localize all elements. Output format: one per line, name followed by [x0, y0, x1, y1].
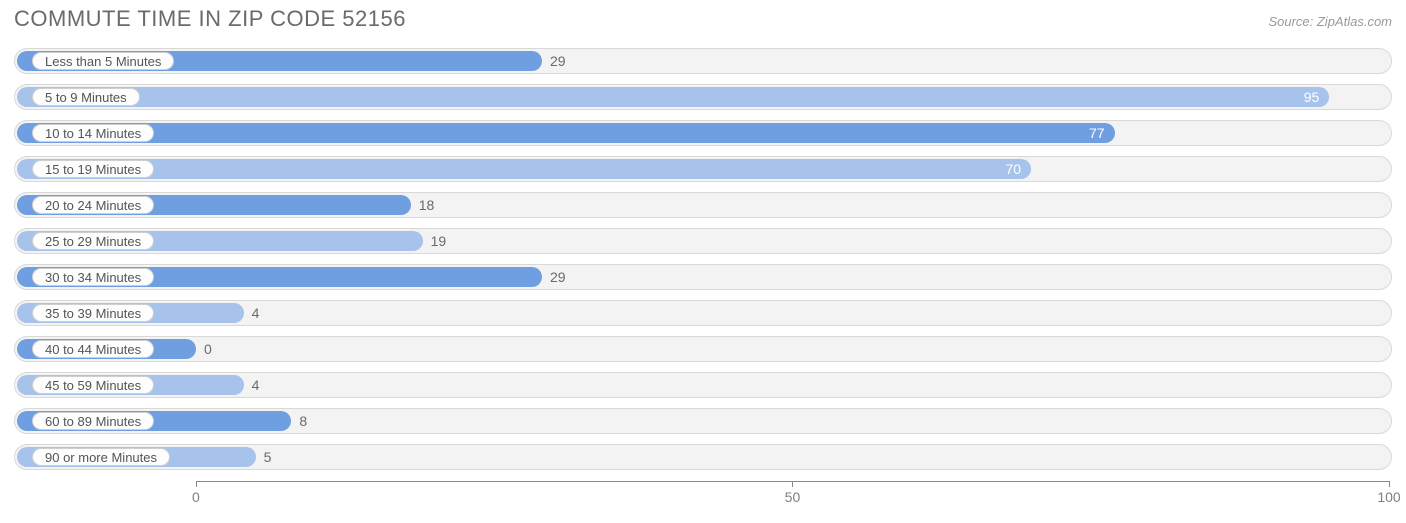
chart-source: Source: ZipAtlas.com [1268, 14, 1392, 29]
category-pill: Less than 5 Minutes [32, 52, 174, 70]
bar-row: 70 15 to 19 Minutes [14, 156, 1392, 182]
bar-value: 5 [256, 449, 282, 465]
bar-value: 4 [244, 305, 270, 321]
bar-value: 4 [244, 377, 270, 393]
chart-title: COMMUTE TIME IN ZIP CODE 52156 [14, 6, 406, 32]
bars-area: 29 Less than 5 Minutes 95 5 to 9 Minutes 77 1… [14, 48, 1392, 479]
bar-value: 18 [411, 197, 445, 213]
bar-value: 95 [1298, 89, 1330, 105]
bar-value: 70 [1000, 161, 1032, 177]
category-pill: 30 to 34 Minutes [32, 268, 154, 286]
axis-tick-label: 50 [785, 489, 801, 505]
bar-value: 77 [1083, 125, 1115, 141]
axis-tick [196, 481, 197, 487]
category-pill: 40 to 44 Minutes [32, 340, 154, 358]
category-pill: 90 or more Minutes [32, 448, 170, 466]
category-pill: 5 to 9 Minutes [32, 88, 140, 106]
x-axis: 050100 [14, 481, 1392, 511]
axis-tick [1389, 481, 1390, 487]
category-pill: 10 to 14 Minutes [32, 124, 154, 142]
axis-tick-label: 0 [192, 489, 200, 505]
bar-value: 29 [542, 269, 576, 285]
commute-time-chart: COMMUTE TIME IN ZIP CODE 52156 Source: Z… [0, 0, 1406, 523]
bar-row: 0 40 to 44 Minutes [14, 336, 1392, 362]
bar-value: 29 [542, 53, 576, 69]
category-pill: 45 to 59 Minutes [32, 376, 154, 394]
bar-row: 4 45 to 59 Minutes [14, 372, 1392, 398]
bar-row: 29 30 to 34 Minutes [14, 264, 1392, 290]
bar-value: 0 [196, 341, 222, 357]
axis-tick-label: 100 [1377, 489, 1400, 505]
category-pill: 35 to 39 Minutes [32, 304, 154, 322]
category-pill: 15 to 19 Minutes [32, 160, 154, 178]
bar-value: 8 [291, 413, 317, 429]
bar: 95 [17, 87, 1329, 107]
bar-value: 19 [423, 233, 457, 249]
chart-header: COMMUTE TIME IN ZIP CODE 52156 Source: Z… [14, 6, 1392, 32]
category-pill: 25 to 29 Minutes [32, 232, 154, 250]
category-pill: 20 to 24 Minutes [32, 196, 154, 214]
bar: 77 [17, 123, 1115, 143]
bar: 70 [17, 159, 1031, 179]
bar-row: 8 60 to 89 Minutes [14, 408, 1392, 434]
bar-row: 19 25 to 29 Minutes [14, 228, 1392, 254]
bar-row: 95 5 to 9 Minutes [14, 84, 1392, 110]
bar-row: 5 90 or more Minutes [14, 444, 1392, 470]
category-pill: 60 to 89 Minutes [32, 412, 154, 430]
axis-tick [792, 481, 793, 487]
bar-row: 29 Less than 5 Minutes [14, 48, 1392, 74]
bar-row: 77 10 to 14 Minutes [14, 120, 1392, 146]
bar-row: 18 20 to 24 Minutes [14, 192, 1392, 218]
bar-row: 4 35 to 39 Minutes [14, 300, 1392, 326]
